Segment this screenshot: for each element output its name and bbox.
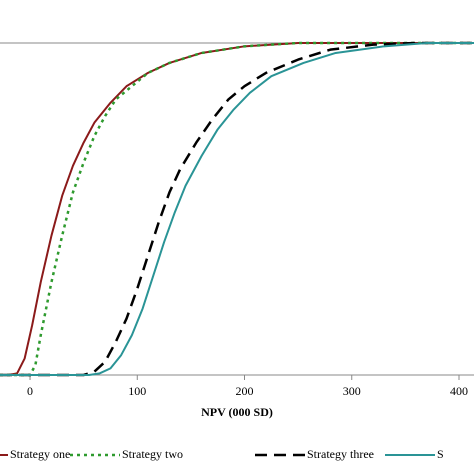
series-line	[0, 41, 474, 377]
x-tick-label: 200	[236, 384, 254, 398]
x-tick-label: 300	[343, 384, 361, 398]
x-tick-label: 400	[450, 384, 468, 398]
legend-label: Strategy three	[307, 447, 374, 461]
x-tick-label: 100	[128, 384, 146, 398]
series-line	[0, 42, 474, 376]
legend-label: Strategy two	[122, 447, 183, 461]
x-tick-label: 0	[27, 384, 33, 398]
legend-label: S	[437, 447, 444, 461]
legend-label: Strategy one	[10, 447, 70, 461]
series-line	[0, 42, 474, 376]
x-axis-title: NPV (000 SD)	[201, 405, 273, 419]
series-line	[0, 41, 474, 377]
